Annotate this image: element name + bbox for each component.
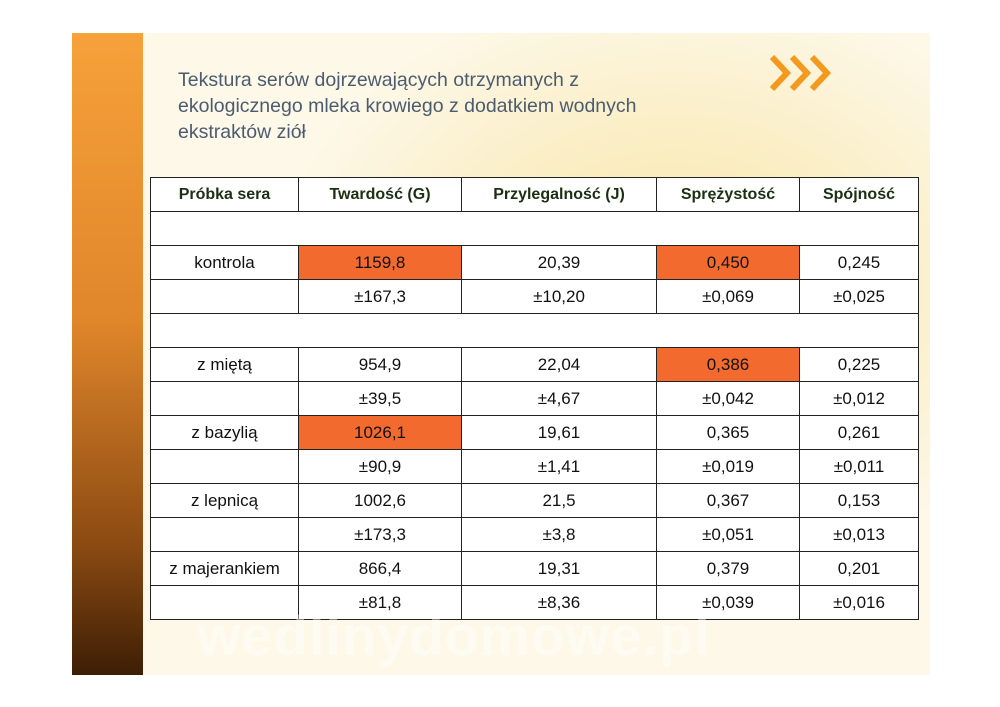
value-cell: ±8,36 [461,585,657,620]
sample-cell: z bazylią [150,415,299,450]
data-row: ±90,9 ±1,41 ±0,019 ±0,011 [150,449,919,484]
sample-cell: z lepnicą [150,483,299,518]
data-row: z bazylią 1026,1 19,61 0,365 0,261 [150,415,919,450]
sample-cell: z majerankiem [150,551,299,586]
value-cell: 0,367 [656,483,800,518]
value-cell: ±0,019 [656,449,800,484]
title-line: ekologicznego mleka krowiego z dodatkiem… [178,95,637,117]
value-cell: ±173,3 [298,517,462,552]
sample-cell [150,449,299,484]
value-cell: 1026,1 [298,415,462,450]
data-row: ±81,8 ±8,36 ±0,039 ±0,016 [150,585,919,620]
value-cell: ±3,8 [461,517,657,552]
spacer-cell [150,211,919,246]
data-row: z lepnicą 1002,6 21,5 0,367 0,153 [150,483,919,518]
value-cell: ±10,20 [461,279,657,314]
sample-cell [150,381,299,416]
chevrons [769,54,832,92]
header-row: Próbka sera Twardość (G) Przylegalność (J)… [150,177,919,212]
value-cell: ±0,013 [799,517,919,552]
value-cell: ±1,41 [461,449,657,484]
header-cell: Twardość (G) [298,177,462,212]
value-cell: ±0,039 [656,585,800,620]
watermark: wedlinydomowe.pl [197,604,711,667]
value-cell: ±0,011 [799,449,919,484]
sample-cell: kontrola [150,245,299,280]
data-row: z majerankiem 866,4 19,31 0,379 0,201 [150,551,919,586]
title-line: ekstraktów ziół [178,121,306,143]
sample-cell [150,517,299,552]
value-cell: 866,4 [298,551,462,586]
value-cell: 1002,6 [298,483,462,518]
value-cell: 0,225 [799,347,919,382]
data-row: ±39,5 ±4,67 ±0,042 ±0,012 [150,381,919,416]
side-bar [72,33,143,675]
sample-cell [150,279,299,314]
value-cell: ±167,3 [298,279,462,314]
spacer-row [150,211,919,246]
spacer-row [150,313,919,348]
value-cell: ±0,069 [656,279,800,314]
value-cell: ±0,016 [799,585,919,620]
data-row: ±173,3 ±3,8 ±0,051 ±0,013 [150,517,919,552]
value-cell: ±90,9 [298,449,462,484]
value-cell: 19,61 [461,415,657,450]
value-cell: 22,04 [461,347,657,382]
value-cell: 19,31 [461,551,657,586]
value-cell: ±0,042 [656,381,800,416]
slide-title: Tekstura serów dojrzewających otrzymanyc… [178,67,637,145]
header-cell: Przylegalność (J) [461,177,657,212]
value-cell: ±4,67 [461,381,657,416]
value-cell: 0,153 [799,483,919,518]
value-cell: 0,201 [799,551,919,586]
slide: Tekstura serów dojrzewających otrzymanyc… [72,33,930,675]
value-cell: 0,261 [799,415,919,450]
value-cell: ±0,012 [799,381,919,416]
header-cell: Próbka sera [150,177,299,212]
spacer-cell [150,313,919,348]
value-cell: ±0,051 [656,517,800,552]
data-row: kontrola 1159,8 20,39 0,450 0,245 [150,245,919,280]
value-cell: 21,5 [461,483,657,518]
value-cell: 0,365 [656,415,800,450]
data-row: ±167,3 ±10,20 ±0,069 ±0,025 [150,279,919,314]
value-cell: 0,245 [799,245,919,280]
value-cell: 0,450 [656,245,800,280]
value-cell: 1159,8 [298,245,462,280]
sample-cell: z miętą [150,347,299,382]
header-cell: Sprężystość [656,177,800,212]
value-cell: 954,9 [298,347,462,382]
value-cell: 20,39 [461,245,657,280]
value-cell: ±39,5 [298,381,462,416]
data-row: z miętą 954,9 22,04 0,386 0,225 [150,347,919,382]
value-cell: ±0,025 [799,279,919,314]
data-table: Próbka sera Twardość (G) Przylegalność (J)… [150,177,919,620]
value-cell: ±81,8 [298,585,462,620]
value-cell: 0,379 [656,551,800,586]
header-cell: Spójność [799,177,919,212]
value-cell: 0,386 [656,347,800,382]
title-line: Tekstura serów dojrzewających otrzymanyc… [178,69,579,91]
sample-cell [150,585,299,620]
